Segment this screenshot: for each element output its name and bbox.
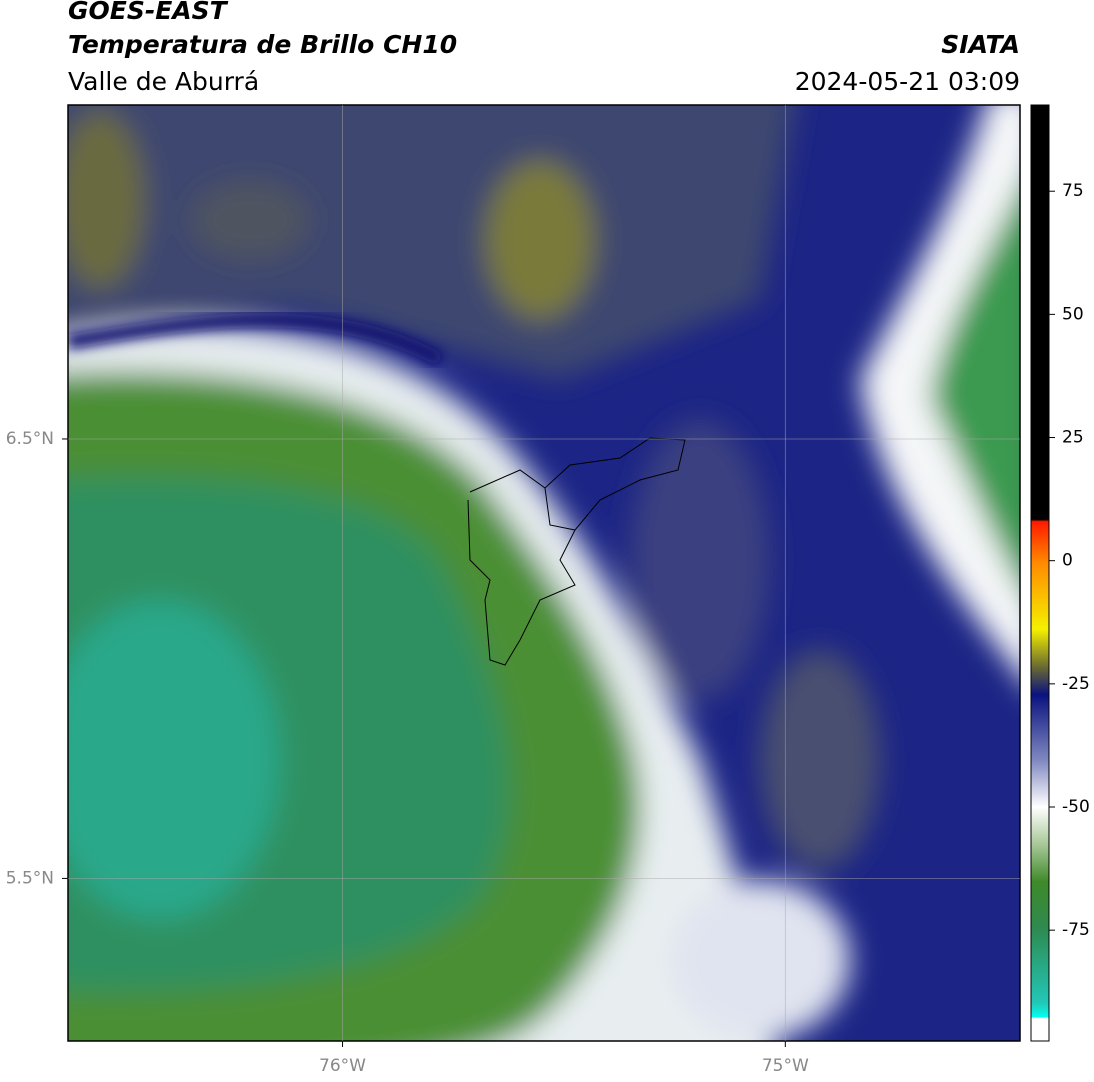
x-tick-label: 75°W (762, 1056, 809, 1076)
municipal-boundaries (544, 487, 576, 531)
colorbar-tick-label: 50 (1062, 304, 1084, 324)
colorbar-tick-label: -25 (1062, 674, 1090, 694)
region: Valle de Aburrá (68, 67, 259, 96)
subtitle: Temperatura de Brillo CH10 (68, 30, 457, 59)
colorbar (1030, 104, 1050, 1042)
colorbar-tick-label: 25 (1062, 428, 1084, 448)
map-frame (67, 104, 1021, 1042)
colorbar-tick-label: -75 (1062, 920, 1090, 940)
y-tick-label: 5.5°N (6, 868, 54, 888)
title: GOES-EAST (68, 0, 229, 25)
colorbar-tick-label: 0 (1062, 551, 1073, 571)
colorbar-tick-label: 75 (1062, 181, 1084, 201)
source: SIATA (941, 30, 1020, 59)
x-tick-label: 76°W (319, 1056, 366, 1076)
satellite-image (68, 105, 1020, 1041)
y-tick-label: 6.5°N (6, 429, 54, 449)
colorbar-tick-label: -50 (1062, 797, 1090, 817)
datetime: 2024-05-21 03:09 (795, 67, 1020, 96)
